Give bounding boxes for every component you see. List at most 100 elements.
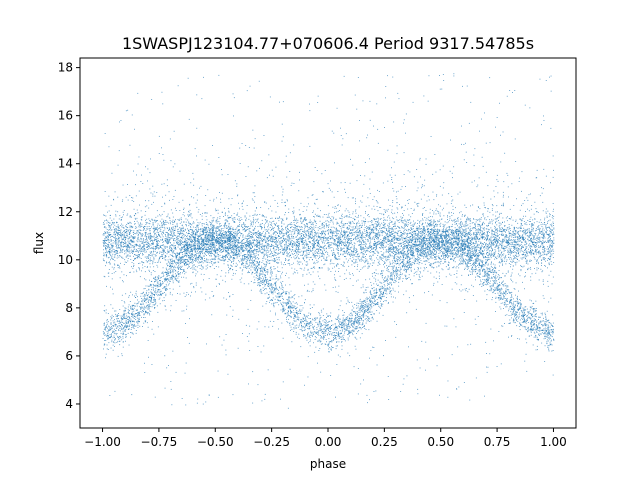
data-point — [263, 283, 265, 285]
data-point — [353, 242, 355, 244]
data-point — [367, 221, 369, 223]
data-point — [295, 236, 297, 238]
data-point — [440, 222, 442, 224]
data-point — [499, 261, 500, 263]
data-point — [147, 308, 149, 310]
data-point — [165, 287, 167, 289]
data-point — [550, 322, 552, 324]
data-point — [505, 260, 507, 262]
data-point — [209, 252, 211, 254]
data-point — [134, 221, 135, 222]
data-point — [489, 268, 491, 270]
data-point — [432, 230, 434, 232]
data-point — [367, 232, 369, 233]
data-point — [146, 235, 148, 237]
data-point — [403, 210, 405, 211]
data-point — [112, 320, 114, 322]
data-point — [123, 327, 125, 328]
data-point — [412, 225, 414, 227]
data-point — [265, 271, 267, 273]
data-point — [371, 220, 373, 222]
data-point — [163, 287, 165, 289]
data-point — [340, 227, 342, 229]
data-point — [259, 264, 260, 266]
data-point — [499, 229, 501, 231]
data-point — [462, 259, 464, 261]
data-point — [264, 201, 266, 203]
data-point — [125, 340, 126, 342]
data-point — [416, 245, 418, 247]
data-point — [519, 244, 520, 246]
data-point — [285, 233, 287, 235]
data-point — [430, 264, 432, 266]
data-point — [387, 284, 388, 286]
data-point — [491, 251, 493, 253]
data-point — [279, 240, 281, 242]
data-point — [157, 240, 159, 241]
data-point — [323, 336, 325, 338]
data-point — [146, 226, 148, 228]
data-point — [464, 220, 466, 222]
data-point — [417, 247, 419, 249]
data-point — [246, 239, 248, 241]
data-point — [207, 235, 208, 237]
data-point — [533, 336, 535, 338]
data-point — [135, 297, 136, 298]
data-point — [185, 362, 187, 364]
data-point — [155, 255, 157, 257]
data-point — [189, 209, 191, 211]
data-point — [368, 266, 370, 268]
data-point — [447, 257, 449, 259]
data-point — [153, 286, 154, 288]
data-point — [210, 266, 212, 268]
data-point — [499, 249, 501, 251]
data-point — [538, 251, 539, 253]
data-point — [277, 232, 278, 234]
data-point — [285, 275, 286, 276]
data-point — [110, 286, 111, 288]
data-point — [335, 243, 336, 245]
data-point — [265, 249, 267, 251]
data-point — [310, 334, 312, 336]
data-point — [379, 242, 381, 244]
data-point — [506, 304, 507, 306]
data-point — [515, 312, 517, 314]
data-point — [490, 257, 492, 259]
data-point — [503, 230, 505, 232]
data-point — [250, 234, 252, 236]
data-point — [433, 238, 435, 240]
data-point — [204, 247, 206, 248]
data-point — [257, 275, 258, 277]
data-point — [428, 258, 430, 260]
data-point — [266, 269, 268, 270]
data-point — [192, 229, 194, 231]
data-point — [278, 243, 280, 245]
data-point — [495, 240, 497, 242]
data-point — [155, 220, 157, 222]
data-point — [527, 329, 529, 331]
data-point — [395, 269, 397, 270]
data-point — [376, 290, 378, 292]
data-point — [500, 244, 501, 246]
data-point — [436, 236, 438, 238]
data-point — [212, 229, 214, 230]
data-point — [358, 234, 360, 236]
data-point — [317, 214, 319, 216]
data-point — [219, 231, 221, 233]
data-point — [404, 267, 406, 269]
data-point — [154, 195, 156, 197]
data-point — [451, 245, 453, 247]
data-point — [446, 243, 448, 244]
data-point — [541, 265, 542, 266]
data-point — [281, 284, 283, 286]
data-point — [504, 245, 506, 247]
data-point — [197, 238, 199, 240]
data-point — [250, 289, 252, 291]
data-point — [496, 272, 498, 274]
data-point — [471, 237, 473, 239]
data-point — [461, 244, 463, 246]
data-point — [386, 287, 388, 289]
data-point — [350, 315, 352, 317]
data-point — [459, 258, 461, 260]
data-point — [376, 221, 378, 222]
